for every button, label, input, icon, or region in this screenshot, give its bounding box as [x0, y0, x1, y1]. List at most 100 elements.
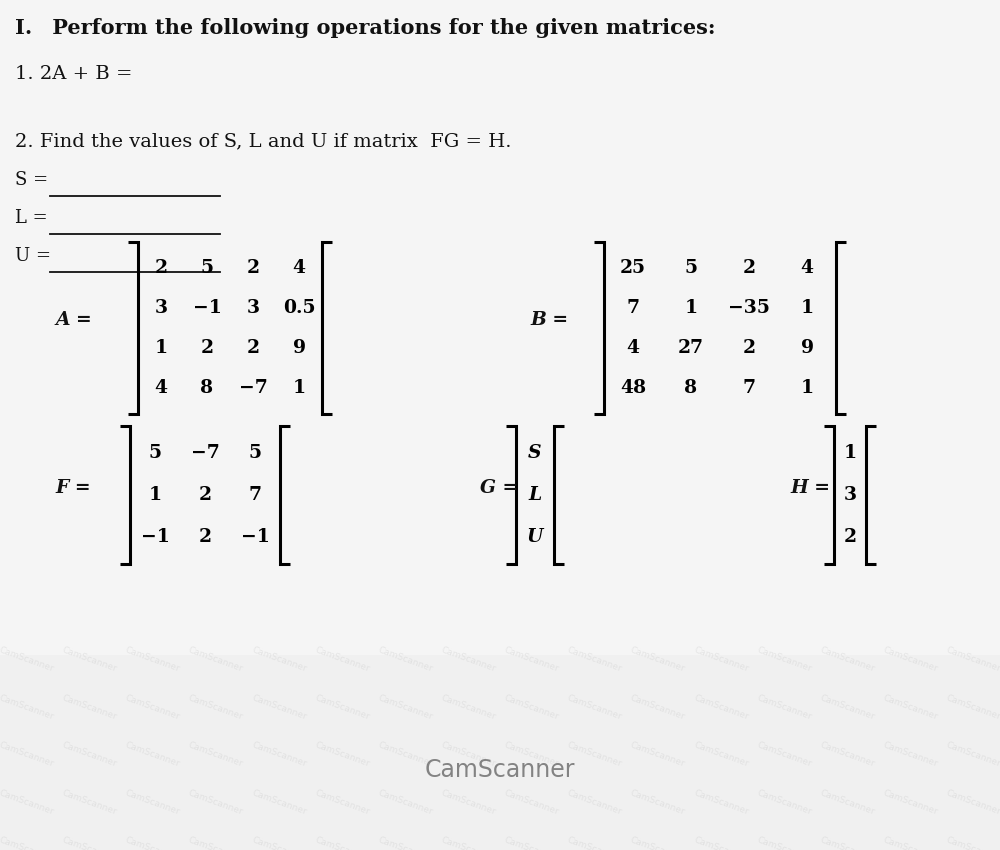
Text: CamScanner: CamScanner: [0, 741, 55, 769]
Text: CamScanner: CamScanner: [566, 646, 623, 674]
Text: A =: A =: [55, 311, 92, 329]
Text: CamScanner: CamScanner: [124, 694, 181, 722]
Text: CamScanner: CamScanner: [61, 694, 118, 722]
Text: 4: 4: [800, 259, 814, 277]
Text: 1: 1: [148, 486, 162, 504]
Text: −1: −1: [241, 528, 269, 546]
Text: CamScanner: CamScanner: [313, 646, 371, 674]
Text: 8: 8: [684, 379, 698, 397]
Text: S =: S =: [15, 171, 48, 189]
Text: CamScanner: CamScanner: [124, 646, 181, 674]
Text: CamScanner: CamScanner: [124, 741, 181, 769]
Text: 7: 7: [626, 299, 640, 317]
Text: CamScanner: CamScanner: [945, 646, 1000, 674]
Text: CamScanner: CamScanner: [566, 741, 623, 769]
Text: 2: 2: [154, 259, 168, 277]
Text: CamScanner: CamScanner: [756, 646, 813, 674]
Text: CamScanner: CamScanner: [377, 741, 434, 769]
Text: CamScanner: CamScanner: [945, 836, 1000, 850]
Text: CamScanner: CamScanner: [440, 836, 497, 850]
Text: 2: 2: [198, 528, 211, 546]
Text: CamScanner: CamScanner: [313, 694, 371, 722]
Text: 25: 25: [620, 259, 646, 277]
Text: L: L: [528, 486, 542, 504]
Text: CamScanner: CamScanner: [882, 646, 939, 674]
Text: 1: 1: [800, 299, 814, 317]
Text: CamScanner: CamScanner: [440, 789, 497, 817]
Text: CamScanner: CamScanner: [819, 789, 876, 817]
Text: 2: 2: [742, 339, 756, 357]
Text: 7: 7: [742, 379, 756, 397]
Text: 48: 48: [620, 379, 646, 397]
Text: B =: B =: [530, 311, 568, 329]
Text: CamScanner: CamScanner: [61, 646, 118, 674]
Text: Perform the following operations for the given matrices:: Perform the following operations for the…: [45, 18, 716, 38]
Text: U =: U =: [15, 247, 51, 265]
Text: CamScanner: CamScanner: [503, 836, 560, 850]
Text: CamScanner: CamScanner: [503, 694, 560, 722]
Text: CamScanner: CamScanner: [124, 789, 181, 817]
Text: 1: 1: [684, 299, 698, 317]
Text: 5: 5: [684, 259, 698, 277]
Text: CamScanner: CamScanner: [882, 741, 939, 769]
Text: CamScanner: CamScanner: [440, 646, 497, 674]
Text: 2: 2: [742, 259, 756, 277]
Text: CamScanner: CamScanner: [692, 694, 750, 722]
Text: CamScanner: CamScanner: [313, 741, 371, 769]
Text: 3: 3: [246, 299, 260, 317]
Text: H =: H =: [790, 479, 830, 497]
Text: CamScanner: CamScanner: [377, 694, 434, 722]
Text: CamScanner: CamScanner: [566, 836, 623, 850]
Text: CamScanner: CamScanner: [250, 789, 308, 817]
Text: CamScanner: CamScanner: [0, 836, 55, 850]
Text: CamScanner: CamScanner: [0, 789, 55, 817]
Text: CamScanner: CamScanner: [187, 694, 244, 722]
Text: 1: 1: [800, 379, 814, 397]
Text: 5: 5: [200, 259, 213, 277]
Text: CamScanner: CamScanner: [503, 646, 560, 674]
Text: I.: I.: [15, 18, 32, 38]
Text: CamScanner: CamScanner: [187, 741, 244, 769]
Text: −1: −1: [193, 299, 221, 317]
Text: 2: 2: [247, 339, 260, 357]
Text: CamScanner: CamScanner: [313, 789, 371, 817]
Text: CamScanner: CamScanner: [566, 694, 623, 722]
Text: CamScanner: CamScanner: [313, 836, 371, 850]
Text: CamScanner: CamScanner: [250, 741, 308, 769]
Text: CamScanner: CamScanner: [629, 694, 687, 722]
Text: S: S: [528, 444, 542, 462]
Text: CamScanner: CamScanner: [882, 836, 939, 850]
Text: −1: −1: [141, 528, 169, 546]
Text: 1: 1: [154, 339, 168, 357]
Text: CamScanner: CamScanner: [440, 694, 497, 722]
Text: 5: 5: [148, 444, 161, 462]
Text: 1: 1: [292, 379, 306, 397]
Text: CamScanner: CamScanner: [187, 646, 244, 674]
Text: CamScanner: CamScanner: [756, 741, 813, 769]
Text: CamScanner: CamScanner: [377, 789, 434, 817]
Text: CamScanner: CamScanner: [440, 741, 497, 769]
Text: U: U: [527, 528, 543, 546]
Text: CamScanner: CamScanner: [425, 758, 575, 782]
Text: CamScanner: CamScanner: [503, 789, 560, 817]
Text: CamScanner: CamScanner: [187, 789, 244, 817]
Text: 4: 4: [292, 259, 306, 277]
Text: 27: 27: [678, 339, 704, 357]
Bar: [0, 655, 1000, 850]
Text: CamScanner: CamScanner: [629, 836, 687, 850]
Text: CamScanner: CamScanner: [629, 646, 687, 674]
Text: G =: G =: [480, 479, 518, 497]
Text: CamScanner: CamScanner: [819, 646, 876, 674]
Text: CamScanner: CamScanner: [945, 789, 1000, 817]
Text: 2: 2: [200, 339, 213, 357]
Text: F =: F =: [55, 479, 91, 497]
Text: 3: 3: [843, 486, 857, 504]
Text: CamScanner: CamScanner: [187, 836, 244, 850]
Text: 5: 5: [248, 444, 262, 462]
Text: CamScanner: CamScanner: [0, 694, 55, 722]
Text: 8: 8: [200, 379, 214, 397]
Text: CamScanner: CamScanner: [250, 694, 308, 722]
Text: CamScanner: CamScanner: [945, 741, 1000, 769]
Text: CamScanner: CamScanner: [61, 836, 118, 850]
Text: −7: −7: [239, 379, 267, 397]
